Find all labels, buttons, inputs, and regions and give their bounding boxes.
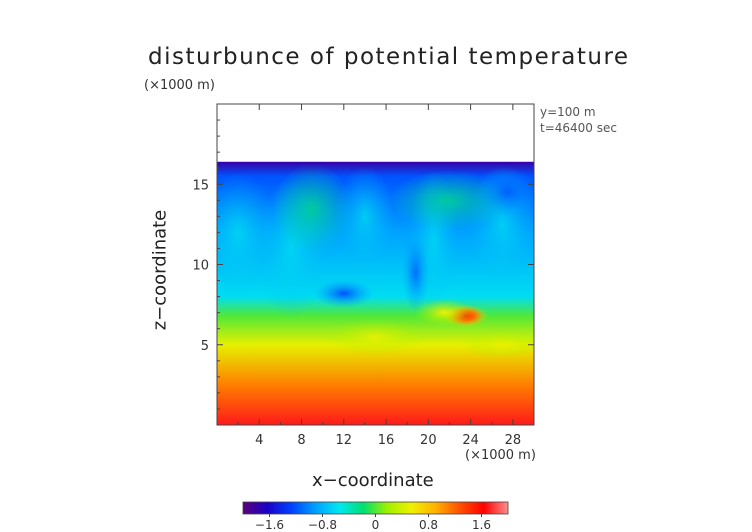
- colorbar: [242, 501, 509, 515]
- x-tick-label: 20: [420, 433, 437, 448]
- colorbar-tick-label: −1.6: [255, 518, 284, 532]
- y-axis-label: z−coordinate: [149, 209, 171, 331]
- field-layer: [217, 161, 534, 425]
- field-swirl: [401, 232, 430, 313]
- field-feature: [414, 298, 475, 327]
- colorbar-tick-label: 0: [372, 518, 380, 532]
- field-swirl: [325, 318, 426, 355]
- annotation-time: t=46400 sec: [540, 121, 617, 135]
- x-tick-label: 8: [297, 433, 305, 448]
- field-swirl: [272, 163, 353, 254]
- x-tick-label: 24: [462, 433, 479, 448]
- x-axis-unit: (×1000 m): [465, 448, 536, 463]
- field-swirl: [462, 330, 534, 359]
- y-tick-label: 10: [192, 259, 209, 274]
- colorbar-tick-label: −0.8: [308, 518, 337, 532]
- colorbar-ticks: −1.6 −0.8 0 0.8 1.6: [255, 514, 491, 532]
- colorbar-tick-label: 0.8: [419, 518, 438, 532]
- x-tick-label: 28: [505, 433, 522, 448]
- field-swirl: [477, 167, 534, 218]
- field-feature: [313, 279, 374, 308]
- colorbar-tick-label: 1.6: [472, 518, 491, 532]
- x-tick-label: 4: [255, 433, 263, 448]
- x-axis-label: x−coordinate: [312, 470, 434, 491]
- field-swirl: [334, 166, 395, 267]
- annotation-y: y=100 m: [540, 105, 596, 119]
- x-tick-label: 12: [336, 433, 353, 448]
- y-axis-ticks: 5 10 15: [192, 119, 534, 410]
- x-axis-ticks: 4 8 12 16 20 24 28: [237, 104, 522, 448]
- z-axis-unit: (×1000 m): [144, 78, 215, 93]
- y-tick-label: 15: [192, 178, 209, 193]
- chart-title: disturbunce of potential temperature: [148, 44, 630, 70]
- x-tick-label: 16: [378, 433, 395, 448]
- y-tick-label: 5: [201, 339, 209, 354]
